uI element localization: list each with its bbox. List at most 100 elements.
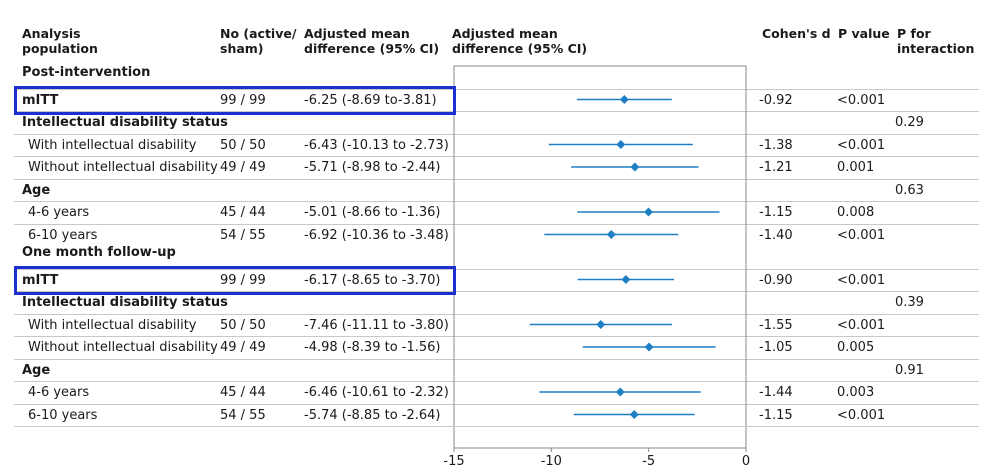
row-cohens-d: -1.40 — [759, 227, 793, 243]
header-line: No (active/ — [220, 26, 297, 41]
row-p-value: <0.001 — [837, 407, 886, 423]
highlight-box — [14, 85, 456, 115]
forest-point — [548, 140, 693, 149]
header-line: Cohen's d — [762, 26, 831, 41]
row-ci: -4.98 (-8.39 to -1.56) — [304, 340, 441, 355]
forest-point — [576, 95, 672, 104]
estimate-marker — [615, 387, 625, 397]
table-row-mitt: mITT 99 / 99 -6.17 (-8.65 to -3.70) -0.90 <0… — [14, 268, 979, 292]
row-p-interaction: 0.91 — [895, 362, 924, 378]
header-p-interaction: P for interaction — [897, 26, 974, 56]
row-n: 99 / 99 — [220, 92, 266, 108]
row-p-value: <0.001 — [837, 317, 886, 333]
table-bottom-rule — [14, 426, 979, 427]
row-p-value: <0.001 — [837, 92, 886, 108]
header-ci: Adjusted mean difference (95% CI) — [304, 26, 439, 56]
row-cohens-d: -0.92 — [759, 92, 793, 108]
row-n: 54 / 55 — [220, 227, 266, 243]
row-label: 6-10 years — [28, 227, 98, 243]
forest-point — [577, 207, 720, 217]
header-plot: Adjusted mean difference (95% CI) — [452, 26, 587, 56]
x-tick-label: -15 — [443, 454, 464, 469]
row-label: Age — [22, 182, 51, 198]
row-ci: -6.43 (-10.13 to -2.73) — [304, 137, 449, 153]
header-n: No (active/ sham) — [220, 26, 296, 56]
row-n: 49 / 49 — [220, 160, 266, 175]
table-row-age: Age 0.91 — [14, 358, 979, 382]
row-label: With intellectual disability — [28, 137, 197, 153]
row-label: Intellectual disability status — [22, 115, 228, 130]
row-label: Without intellectual disability — [28, 160, 218, 175]
header-line: P for — [897, 26, 931, 41]
table-row-one-month-follow-up: One month follow-up — [14, 245, 979, 268]
table-row-without-intellectual-disability: Without intellectual disability 49 / 49 -5… — [14, 156, 979, 179]
row-p-value: 0.008 — [837, 205, 875, 220]
row-ci: -5.01 (-8.66 to -1.36) — [304, 205, 441, 220]
x-tick-label: -5 — [642, 454, 655, 469]
estimate-marker — [616, 140, 626, 149]
row-p-interaction: 0.29 — [895, 115, 924, 130]
row-p-value: 0.001 — [837, 160, 875, 175]
row-cohens-d: -1.44 — [759, 385, 793, 400]
row-label: One month follow-up — [22, 245, 176, 260]
forest-point — [582, 342, 716, 352]
row-label: 6-10 years — [28, 407, 98, 423]
estimate-marker — [596, 320, 606, 329]
forest-point — [529, 320, 673, 329]
row-p-value: <0.001 — [837, 272, 886, 288]
table-row-mitt: mITT 99 / 99 -6.25 (-8.69 to-3.81) -0.92 <0.… — [14, 88, 979, 112]
table-row-age: Age 0.63 — [14, 178, 979, 202]
row-n: 99 / 99 — [220, 272, 266, 288]
estimate-marker — [619, 95, 629, 104]
row-label: 4-6 years — [28, 205, 90, 220]
row-cohens-d: -0.90 — [759, 272, 793, 288]
header-line: sham) — [220, 41, 264, 56]
row-n: 50 / 50 — [220, 137, 266, 153]
row-p-interaction: 0.63 — [895, 182, 924, 198]
header-line: P value — [838, 26, 890, 41]
row-n: 45 / 44 — [220, 385, 266, 400]
row-cohens-d: -1.21 — [759, 160, 793, 175]
table-row-intellectual-disability-status: Intellectual disability status 0.39 — [14, 291, 979, 314]
header-line: difference (95% CI) — [304, 41, 440, 56]
row-n: 45 / 44 — [220, 205, 266, 220]
row-cohens-d: -1.38 — [759, 137, 793, 153]
row-ci: -6.92 (-10.36 to -3.48) — [304, 227, 449, 243]
x-tick-label: 0 — [742, 454, 750, 469]
estimate-marker — [606, 230, 616, 239]
forest-point — [571, 162, 699, 172]
header-analysis-population: Analysis population — [22, 26, 98, 56]
plot-frame — [453, 65, 747, 449]
row-p-interaction: 0.39 — [895, 295, 924, 310]
row-p-value: <0.001 — [837, 137, 886, 153]
row-ci: -5.71 (-8.98 to -2.44) — [304, 160, 441, 175]
header-line: population — [22, 41, 98, 56]
row-label: Age — [22, 362, 51, 378]
row-ci: -6.25 (-8.69 to-3.81) — [304, 92, 437, 108]
estimate-marker — [621, 275, 631, 284]
row-ci: -6.46 (-10.61 to -2.32) — [304, 385, 449, 400]
header-line: interaction — [897, 41, 975, 56]
row-label: Post-intervention — [22, 65, 151, 80]
row-label: Without intellectual disability — [28, 340, 218, 355]
table-row-with-intellectual-disability: With intellectual disability 50 / 50 -7.46… — [14, 313, 979, 337]
row-n: 49 / 49 — [220, 340, 266, 355]
estimate-marker — [644, 342, 654, 352]
forest-point — [573, 410, 695, 419]
table-row-6-10-years: 6-10 years 54 / 55 -6.92 (-10.36 to -3.48)… — [14, 223, 979, 247]
table-row-post-intervention: Post-intervention — [14, 65, 979, 88]
row-label: mITT — [22, 92, 59, 108]
table-row-with-intellectual-disability: With intellectual disability 50 / 50 -6.43… — [14, 133, 979, 157]
row-cohens-d: -1.15 — [759, 205, 793, 220]
row-cohens-d: -1.05 — [759, 340, 793, 355]
forest-point — [544, 230, 679, 239]
row-label: mITT — [22, 272, 59, 288]
highlight-box — [14, 265, 456, 295]
row-ci: -7.46 (-11.11 to -3.80) — [304, 317, 449, 333]
row-n: 50 / 50 — [220, 317, 266, 333]
estimate-marker — [630, 162, 640, 172]
row-label: 4-6 years — [28, 385, 90, 400]
forest-point — [577, 275, 674, 284]
row-cohens-d: -1.55 — [759, 317, 793, 333]
header-line: Adjusted mean — [304, 26, 410, 41]
